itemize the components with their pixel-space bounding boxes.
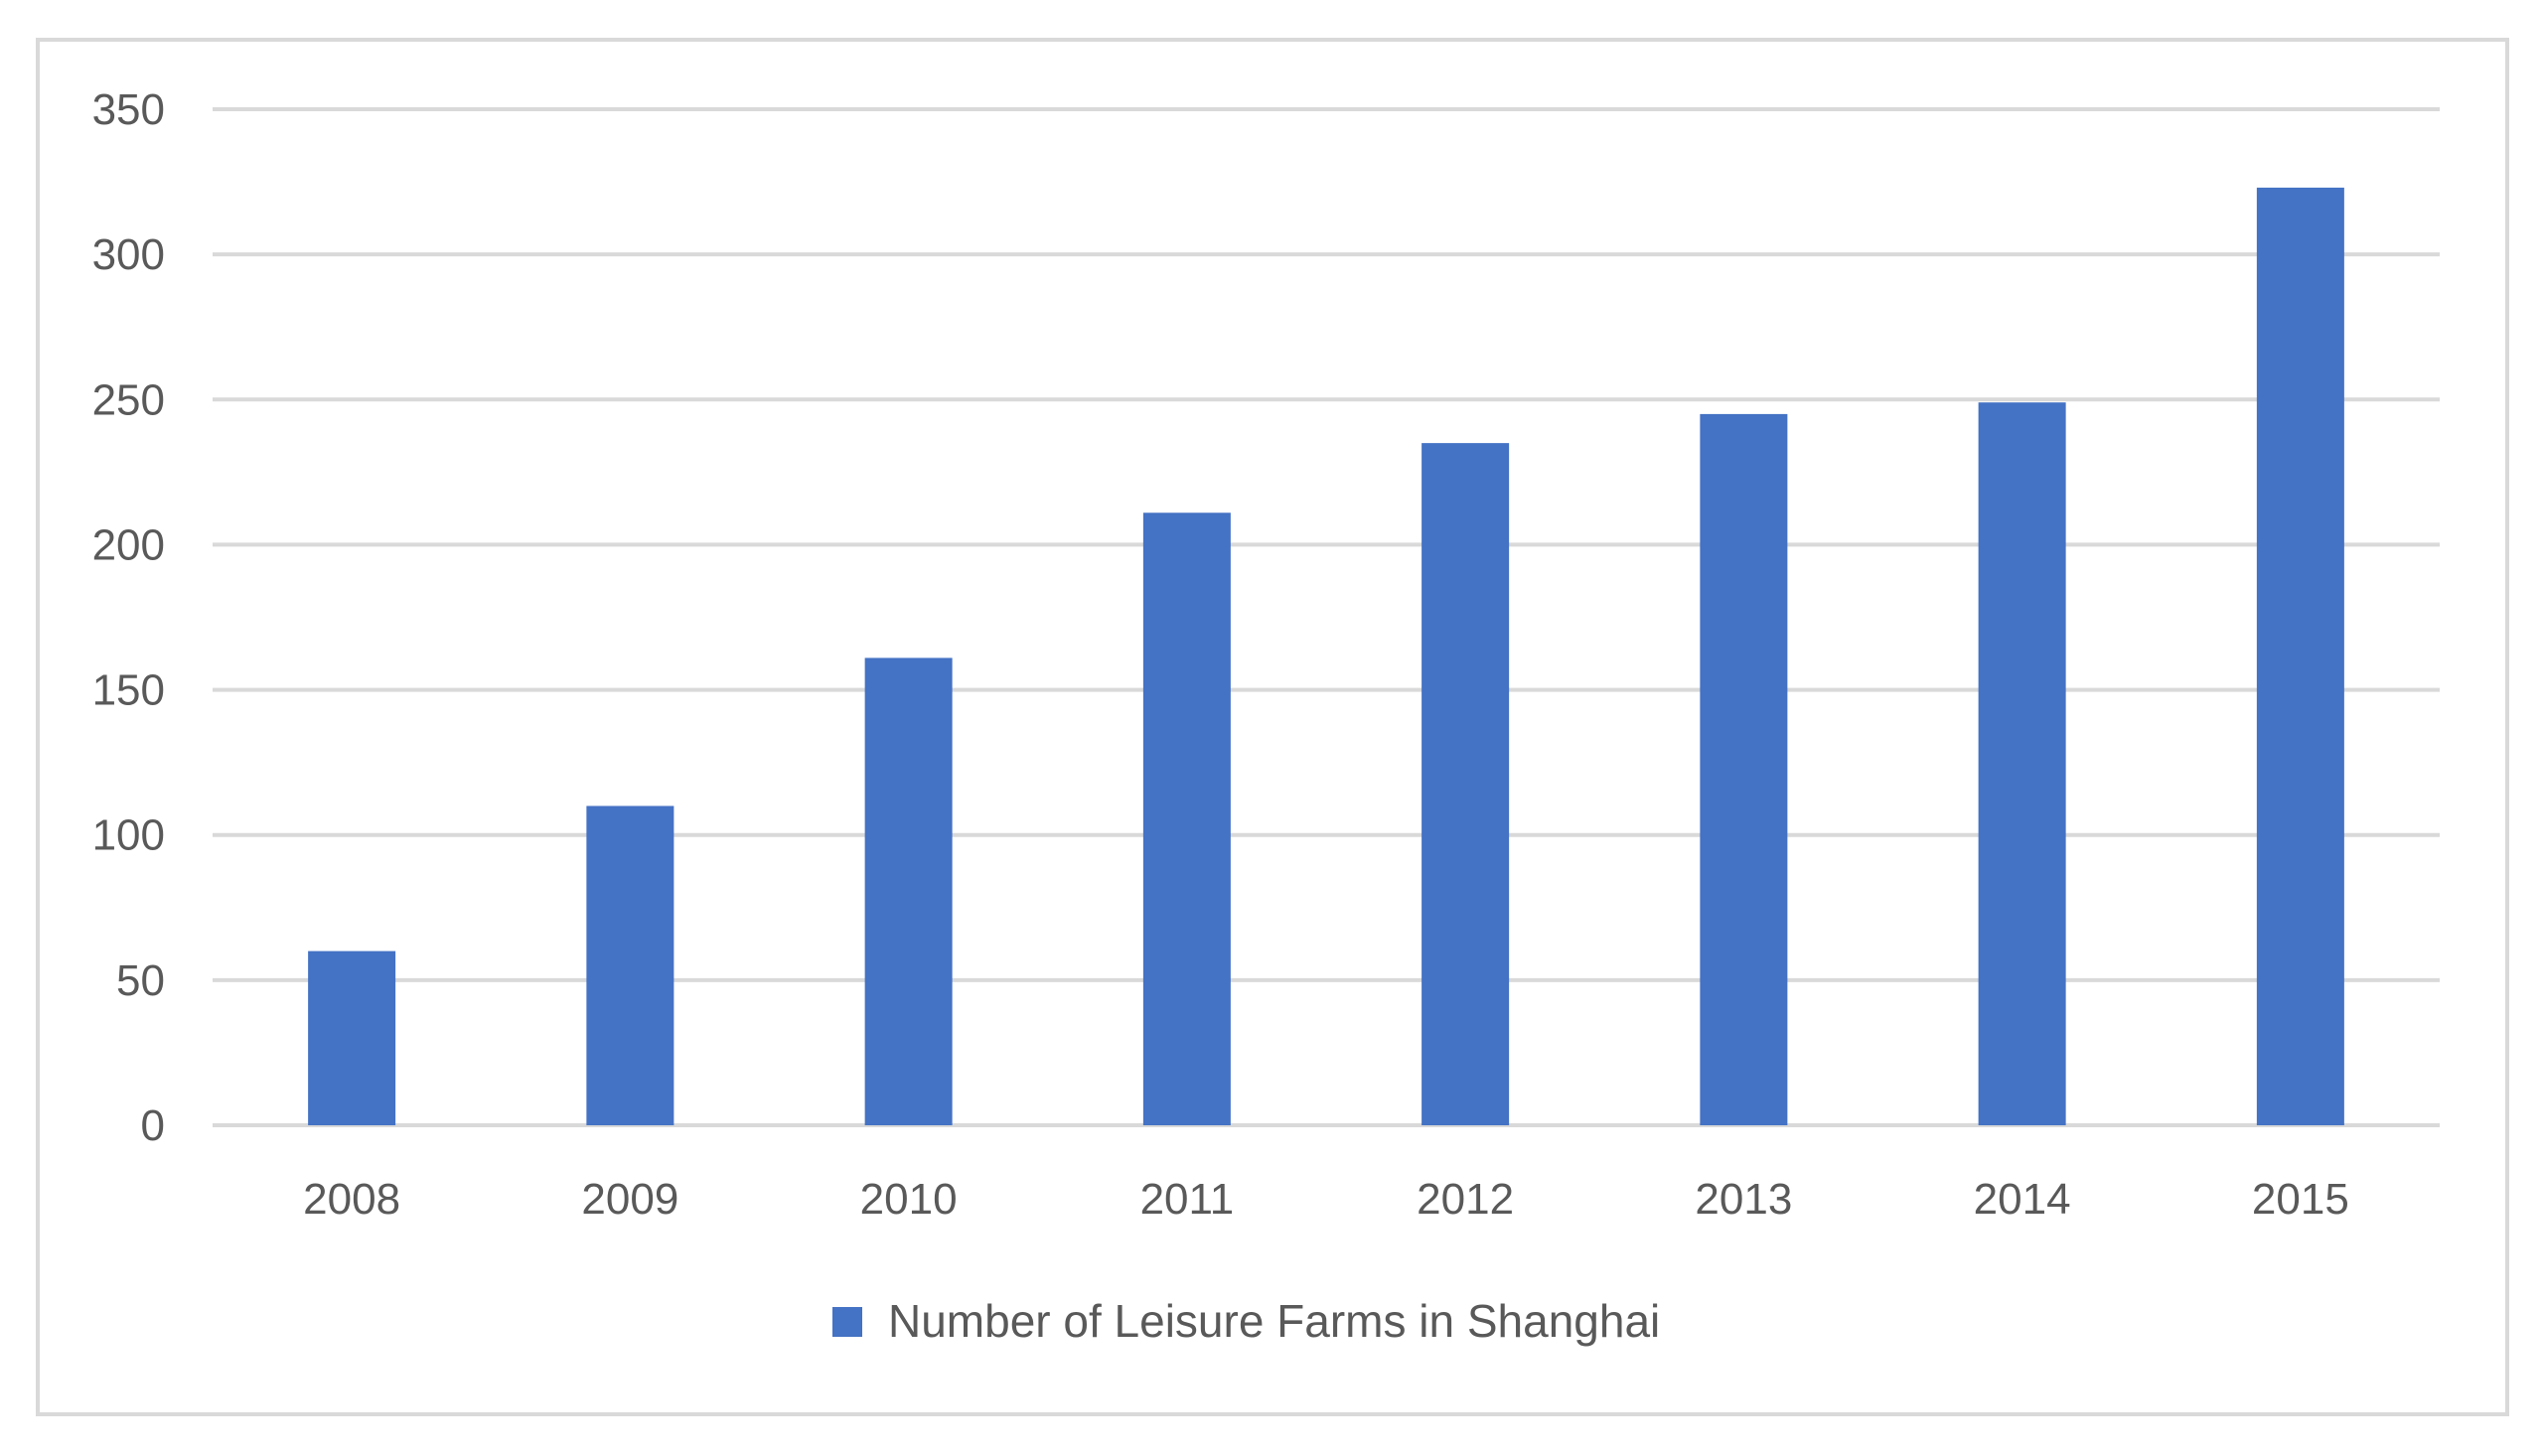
x-tick-label: 2012 xyxy=(1417,1175,1514,1224)
y-tick-label: 0 xyxy=(141,1101,165,1150)
x-axis-ticks: 2008 2009 2010 2011 2012 2013 2014 2015 xyxy=(303,1175,2349,1224)
bar-2011 xyxy=(1142,512,1231,1125)
gridlines xyxy=(213,107,2440,1127)
x-tick-label: 2008 xyxy=(303,1175,400,1224)
y-axis-ticks: 0 50 100 150 200 250 300 350 xyxy=(92,85,165,1150)
x-tick-label: 2015 xyxy=(2252,1175,2349,1224)
y-tick-label: 250 xyxy=(92,375,165,424)
bar-2015 xyxy=(2256,187,2344,1126)
y-tick-label: 350 xyxy=(92,85,165,134)
x-tick-label: 2013 xyxy=(1695,1175,1792,1224)
x-tick-label: 2010 xyxy=(860,1175,958,1224)
y-tick-label: 150 xyxy=(92,666,165,715)
bars xyxy=(308,187,2344,1126)
x-tick-label: 2014 xyxy=(1974,1175,2071,1224)
chart-frame xyxy=(36,38,2509,1416)
bar-2013 xyxy=(1700,413,1788,1125)
legend: Number of Leisure Farms in Shanghai xyxy=(832,1295,1660,1347)
bar-2010 xyxy=(864,657,953,1125)
legend-swatch xyxy=(832,1307,862,1337)
y-tick-label: 300 xyxy=(92,230,165,279)
bar-2014 xyxy=(1978,402,2066,1125)
y-tick-label: 100 xyxy=(92,811,165,860)
x-tick-label: 2011 xyxy=(1140,1175,1235,1224)
legend-label: Number of Leisure Farms in Shanghai xyxy=(888,1295,1660,1347)
y-tick-label: 50 xyxy=(116,956,165,1005)
bar-2009 xyxy=(586,805,674,1125)
bar-2012 xyxy=(1421,443,1510,1126)
y-tick-label: 200 xyxy=(92,520,165,569)
bar-2008 xyxy=(308,950,396,1125)
x-tick-label: 2009 xyxy=(581,1175,678,1224)
